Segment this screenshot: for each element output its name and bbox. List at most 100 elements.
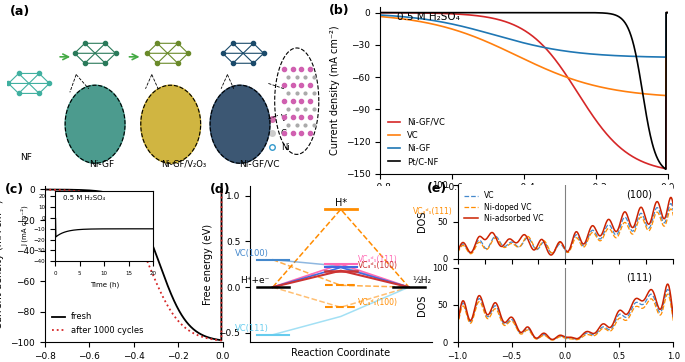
Text: (d): (d)	[210, 183, 231, 196]
Ni-GF/VC	[503, 20, 511, 24]
Pt/C-NF	[664, 10, 672, 15]
Text: Ni: Ni	[281, 143, 290, 152]
Ni-doped VC	[582, 241, 590, 246]
Line: Ni-GF: Ni-GF	[380, 13, 668, 57]
Y-axis label: Current density (mA cm⁻²): Current density (mA cm⁻²)	[330, 26, 340, 155]
Line: Ni-doped VC: Ni-doped VC	[458, 209, 673, 254]
Ni-adsorbed VC	[556, 240, 564, 244]
after 1000 cycles	[182, 327, 190, 331]
Text: Ni-GF/V₂O₃: Ni-GF/V₂O₃	[161, 160, 206, 169]
Ni-GF	[662, 55, 670, 59]
X-axis label: Reaction Coordinate: Reaction Coordinate	[291, 348, 390, 358]
Y-axis label: DOS: DOS	[416, 294, 427, 316]
Ni-GF/VC	[662, 10, 670, 15]
Text: (e): (e)	[427, 182, 447, 195]
Text: (c): (c)	[5, 183, 25, 196]
VC	[493, 44, 501, 48]
Text: VC(100): VC(100)	[235, 249, 269, 258]
Text: Ni-GF/VC: Ni-GF/VC	[238, 160, 279, 169]
after 1000 cycles	[217, 187, 225, 191]
Ni-GF	[606, 53, 614, 58]
Text: V: V	[281, 114, 287, 123]
Pt/C-NF	[601, 11, 609, 15]
Text: (a): (a)	[10, 5, 30, 18]
Text: ½H₂: ½H₂	[412, 277, 432, 286]
Pt/C-NF	[573, 10, 582, 15]
after 1000 cycles	[217, 338, 225, 343]
VC	[556, 242, 564, 246]
VC	[453, 250, 462, 254]
Text: (111): (111)	[626, 272, 652, 282]
Polygon shape	[65, 85, 125, 163]
Text: VCₐᵈₛ(111): VCₐᵈₛ(111)	[414, 207, 453, 216]
Ni-GF	[664, 10, 672, 15]
after 1000 cycles	[219, 187, 227, 191]
Ni-GF/VC	[601, 129, 609, 134]
Ni-GF	[601, 53, 609, 57]
VC	[662, 10, 670, 15]
after 1000 cycles	[40, 188, 49, 192]
after 1000 cycles	[119, 212, 127, 216]
Text: H⁺+e⁻: H⁺+e⁻	[240, 277, 269, 286]
Ni-doped VC	[669, 214, 677, 218]
Ni-GF	[573, 50, 582, 55]
Y-axis label: Free energy (eV): Free energy (eV)	[203, 224, 213, 305]
VC	[548, 251, 556, 256]
Ni-doped VC	[664, 211, 673, 216]
Ni-adsorbed VC	[664, 201, 673, 206]
Ni-GF/VC	[606, 135, 614, 140]
Line: VC: VC	[380, 13, 668, 96]
Text: VCₐᵈₛ(100): VCₐᵈₛ(100)	[358, 261, 398, 270]
Text: 0.5 M H₂SO₄: 0.5 M H₂SO₄	[397, 12, 460, 22]
after 1000 cycles	[59, 188, 67, 192]
VC	[664, 10, 672, 15]
Ni-GF/VC	[493, 17, 501, 21]
Text: Ni-GF: Ni-GF	[89, 160, 114, 169]
Ni-GF	[406, 15, 414, 20]
VC	[406, 18, 414, 22]
fresh	[112, 194, 121, 198]
Polygon shape	[141, 85, 201, 163]
Ni-adsorbed VC	[669, 204, 677, 208]
Pt/C-NF	[662, 10, 670, 15]
Y-axis label: DOS: DOS	[416, 211, 427, 232]
Ni-adsorbed VC	[558, 241, 566, 245]
Ni-GF/VC	[573, 90, 582, 95]
VC	[664, 207, 673, 211]
Ni-doped VC	[571, 237, 579, 241]
Ni-adsorbed VC	[582, 237, 590, 242]
Ni-doped VC	[556, 240, 564, 245]
fresh	[219, 187, 227, 191]
Ni-adsorbed VC	[631, 222, 639, 226]
X-axis label: Potential (V vs.RHE): Potential (V vs.RHE)	[475, 198, 573, 208]
VC	[667, 201, 675, 206]
Pt/C-NF	[503, 10, 511, 15]
Line: Ni-GF/VC: Ni-GF/VC	[380, 13, 668, 169]
Legend: Ni-GF/VC, VC, Ni-GF, Pt/C-NF: Ni-GF/VC, VC, Ni-GF, Pt/C-NF	[384, 114, 448, 169]
Ni-GF	[376, 13, 384, 17]
Ni-adsorbed VC	[547, 253, 555, 257]
Ni-GF/VC	[406, 10, 414, 15]
Pt/C-NF	[606, 12, 614, 16]
Pt/C-NF	[406, 10, 414, 15]
Y-axis label: Current density (mA cm⁻²): Current density (mA cm⁻²)	[0, 199, 5, 329]
Ni-GF	[503, 36, 511, 41]
Line: after 1000 cycles: after 1000 cycles	[45, 189, 223, 341]
Pt/C-NF	[376, 10, 384, 15]
Ni-GF	[662, 10, 670, 15]
Ni-adsorbed VC	[667, 195, 675, 199]
fresh	[182, 320, 190, 324]
fresh	[163, 281, 171, 286]
Ni-GF/VC	[662, 167, 670, 171]
Ni-doped VC	[453, 251, 462, 255]
after 1000 cycles	[179, 324, 188, 328]
fresh	[119, 197, 127, 201]
Text: H*: H*	[335, 198, 347, 208]
after 1000 cycles	[163, 302, 171, 307]
Ni-adsorbed VC	[571, 231, 579, 236]
Ni-doped VC	[631, 229, 639, 233]
VC	[631, 226, 639, 231]
VC	[376, 14, 384, 19]
VC	[573, 79, 582, 83]
Legend: fresh, after 1000 cycles: fresh, after 1000 cycles	[49, 309, 147, 338]
